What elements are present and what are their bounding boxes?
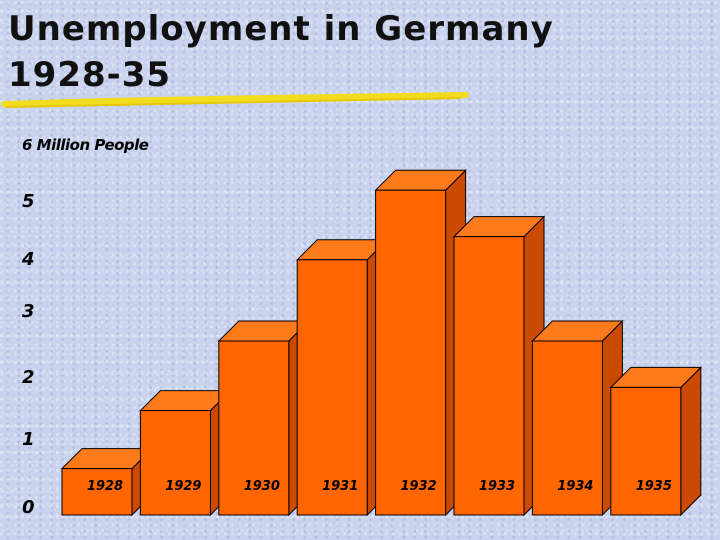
bar-side-face [680,366,702,517]
y-tick-label: 4 [22,249,35,270]
y-tick-label: 2 [22,367,35,388]
y-tick-label: 0 [22,497,35,518]
x-tick-label: 1933 [479,479,515,494]
x-tick-label: 1929 [165,479,201,494]
bar-1935 [609,366,703,517]
bar-1929 [139,389,232,517]
bar-front-face [139,410,211,516]
x-tick-label: 1934 [557,479,593,494]
bar-front-face [61,468,133,516]
bar-front-face [296,259,368,516]
x-tick-label: 1931 [322,479,358,494]
bar-1932 [374,168,467,517]
chart-title: Unemployment in Germany 1928-35 [8,6,554,98]
chart-title-line-2: 1928-35 [8,55,172,95]
bar-front-face [610,386,682,516]
y-tick-label: 3 [22,301,35,322]
bar-1933 [452,215,546,517]
bar-front-face [453,236,525,516]
title-underline [1,92,469,108]
y-tick-label: 5 [22,191,35,212]
x-tick-label: 1928 [87,479,123,494]
y-axis-label: 6 Million People [22,136,149,154]
y-tick-label: 1 [22,429,35,450]
bar-front-face [375,189,447,516]
chart-title-line-1: Unemployment in Germany [8,9,554,49]
x-tick-label: 1935 [636,479,672,494]
bar-front-face [218,340,290,516]
bar-front-face [531,340,603,516]
bar-1931 [295,238,389,517]
x-tick-label: 1930 [244,479,280,494]
x-tick-label: 1932 [401,479,437,494]
